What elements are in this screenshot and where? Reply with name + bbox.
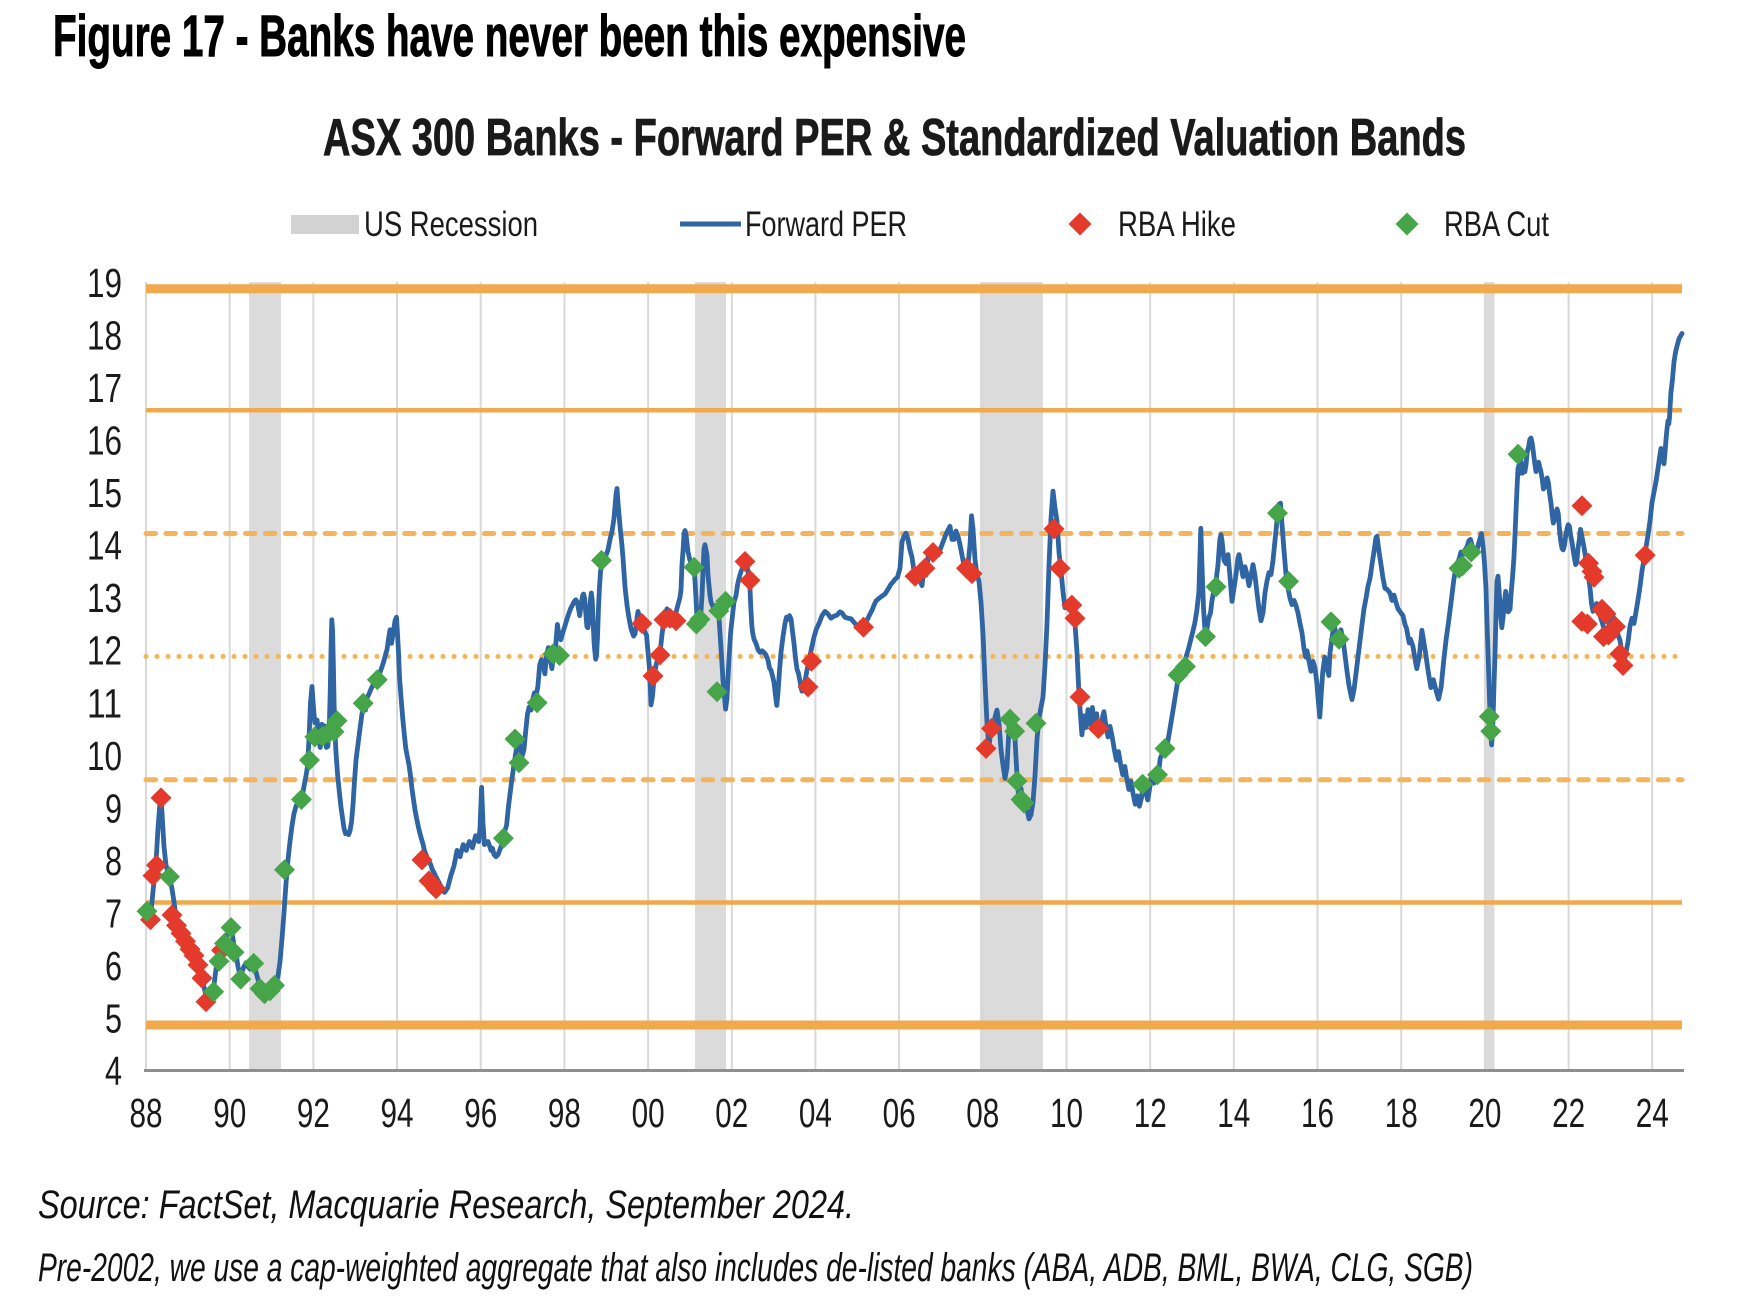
svg-text:96: 96 bbox=[464, 1090, 497, 1136]
svg-text:Figure 17 - Banks have never b: Figure 17 - Banks have never been this e… bbox=[53, 4, 966, 69]
svg-text:12: 12 bbox=[1134, 1090, 1167, 1136]
svg-text:ASX 300 Banks - Forward PER &: ASX 300 Banks - Forward PER & Standardiz… bbox=[323, 109, 1466, 167]
svg-text:17: 17 bbox=[87, 365, 122, 411]
svg-text:08: 08 bbox=[966, 1090, 999, 1136]
svg-text:Forward PER: Forward PER bbox=[745, 205, 907, 244]
svg-text:5: 5 bbox=[105, 996, 122, 1042]
svg-text:00: 00 bbox=[632, 1090, 665, 1136]
svg-text:15: 15 bbox=[87, 470, 122, 516]
svg-text:16: 16 bbox=[87, 418, 122, 464]
svg-text:11: 11 bbox=[87, 680, 122, 726]
svg-text:Pre-2002, we use a cap-weighte: Pre-2002, we use a cap-weighted aggregat… bbox=[38, 1246, 1473, 1290]
svg-text:7: 7 bbox=[105, 890, 122, 936]
svg-text:20: 20 bbox=[1468, 1090, 1501, 1136]
svg-text:14: 14 bbox=[87, 523, 122, 569]
svg-text:6: 6 bbox=[105, 943, 122, 989]
svg-text:24: 24 bbox=[1636, 1090, 1669, 1136]
svg-text:90: 90 bbox=[213, 1090, 246, 1136]
svg-text:02: 02 bbox=[715, 1090, 748, 1136]
svg-text:22: 22 bbox=[1552, 1090, 1585, 1136]
svg-text:18: 18 bbox=[1385, 1090, 1418, 1136]
svg-text:RBA Cut: RBA Cut bbox=[1444, 205, 1549, 244]
svg-text:US Recession: US Recession bbox=[364, 205, 538, 244]
svg-text:8: 8 bbox=[105, 838, 122, 884]
svg-text:19: 19 bbox=[87, 260, 122, 306]
svg-text:10: 10 bbox=[1050, 1090, 1083, 1136]
svg-text:9: 9 bbox=[105, 785, 122, 831]
svg-text:88: 88 bbox=[130, 1090, 163, 1136]
svg-text:4: 4 bbox=[105, 1048, 122, 1094]
svg-text:04: 04 bbox=[799, 1090, 832, 1136]
svg-text:94: 94 bbox=[381, 1090, 414, 1136]
svg-text:16: 16 bbox=[1301, 1090, 1334, 1136]
svg-text:06: 06 bbox=[883, 1090, 916, 1136]
svg-text:RBA Hike: RBA Hike bbox=[1118, 205, 1236, 244]
svg-text:18: 18 bbox=[87, 313, 122, 359]
svg-text:14: 14 bbox=[1217, 1090, 1250, 1136]
svg-text:12: 12 bbox=[87, 628, 122, 674]
svg-text:Source: FactSet, Macquarie Res: Source: FactSet, Macquarie Research, Sep… bbox=[38, 1183, 854, 1227]
svg-text:10: 10 bbox=[87, 733, 122, 779]
svg-text:98: 98 bbox=[548, 1090, 581, 1136]
svg-text:92: 92 bbox=[297, 1090, 330, 1136]
svg-text:13: 13 bbox=[87, 575, 122, 621]
